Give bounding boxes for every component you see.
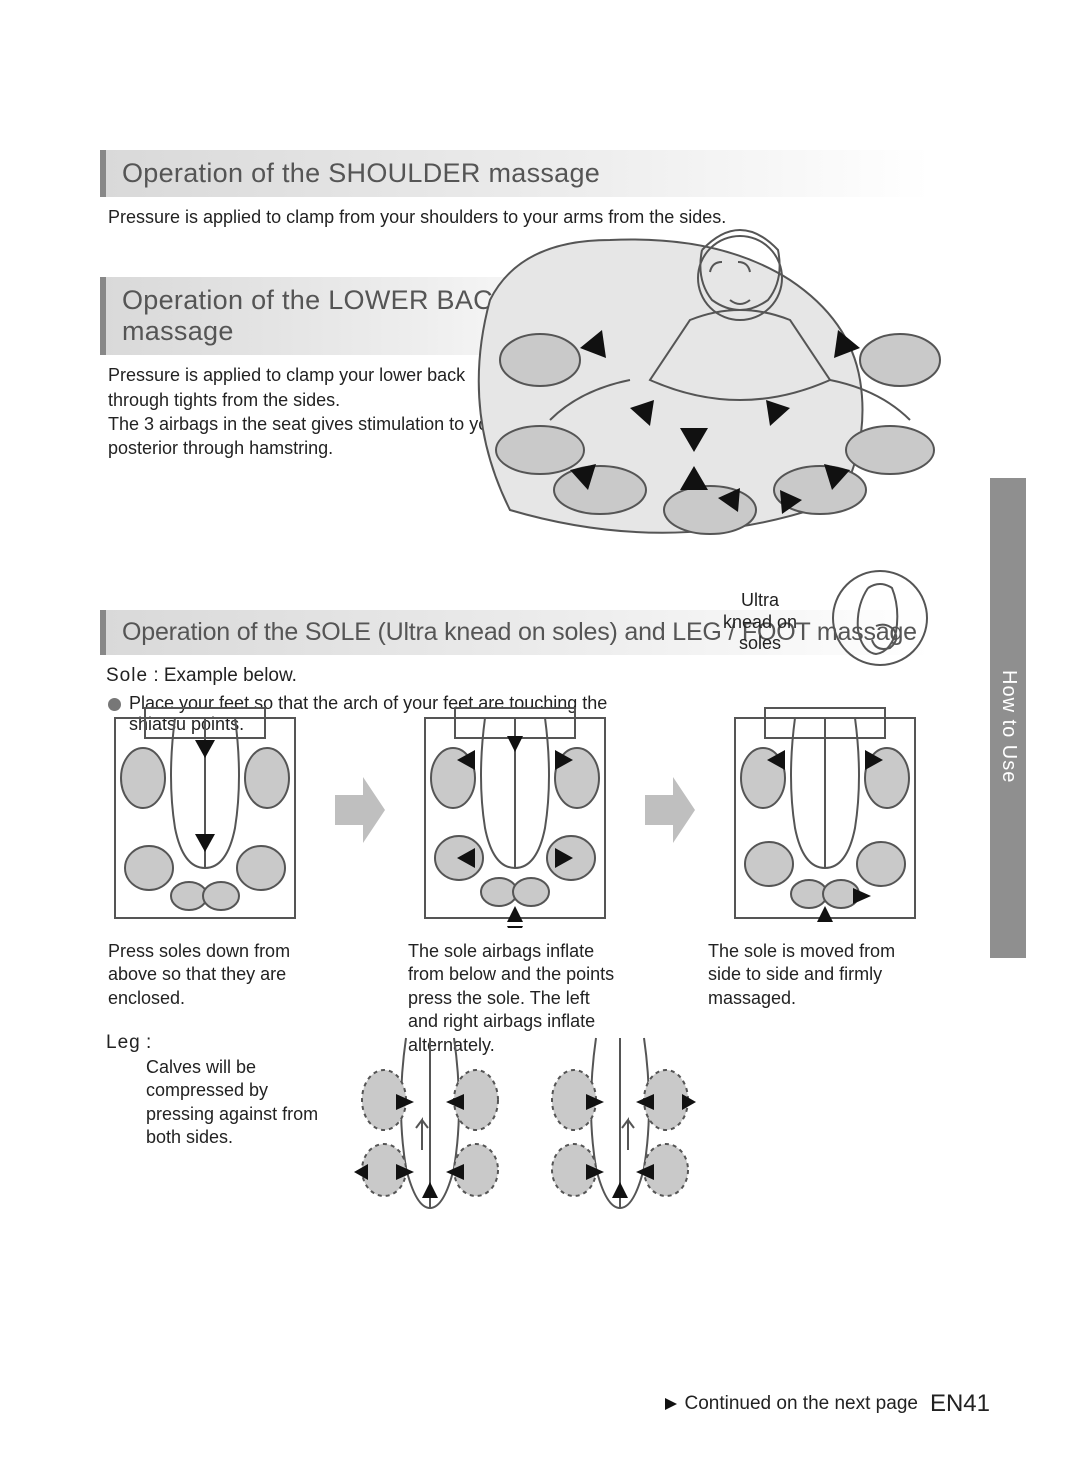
illustration-hand-foot (830, 568, 930, 668)
flow-arrow-icon (335, 775, 385, 845)
side-tab-label: How to Use (997, 670, 1020, 783)
text-leg-desc: Calves will be compressed by pressing ag… (146, 1056, 326, 1150)
header-sole-leg: Operation of the SOLE (Ultra knead on so… (100, 610, 930, 655)
page-number: EN41 (930, 1390, 990, 1418)
page-content: Operation of the SHOULDER massage Pressu… (100, 150, 930, 749)
row-foot-steps (100, 670, 930, 950)
illustration-sole-step-3 (720, 688, 930, 933)
row-leg: Leg : Calves will be compressed by press… (100, 1030, 930, 1230)
label-leg-colon: : (141, 1032, 152, 1053)
illustration-leg-1 (350, 1030, 510, 1230)
label-ultra-knead: Ultra knead on soles (715, 590, 805, 655)
illustration-chair (430, 190, 950, 570)
text-continued: Continued on the next page (684, 1393, 917, 1415)
triangle-right-icon (664, 1397, 678, 1411)
illustration-leg-2 (540, 1030, 700, 1230)
illustration-sole-step-1 (100, 688, 310, 933)
footer-continued: Continued on the next page EN41 (664, 1390, 990, 1418)
label-leg: Leg : (106, 1032, 320, 1054)
flow-arrow-icon (645, 775, 695, 845)
illustration-sole-step-2 (410, 688, 620, 933)
label-leg-text: Leg (106, 1032, 141, 1053)
